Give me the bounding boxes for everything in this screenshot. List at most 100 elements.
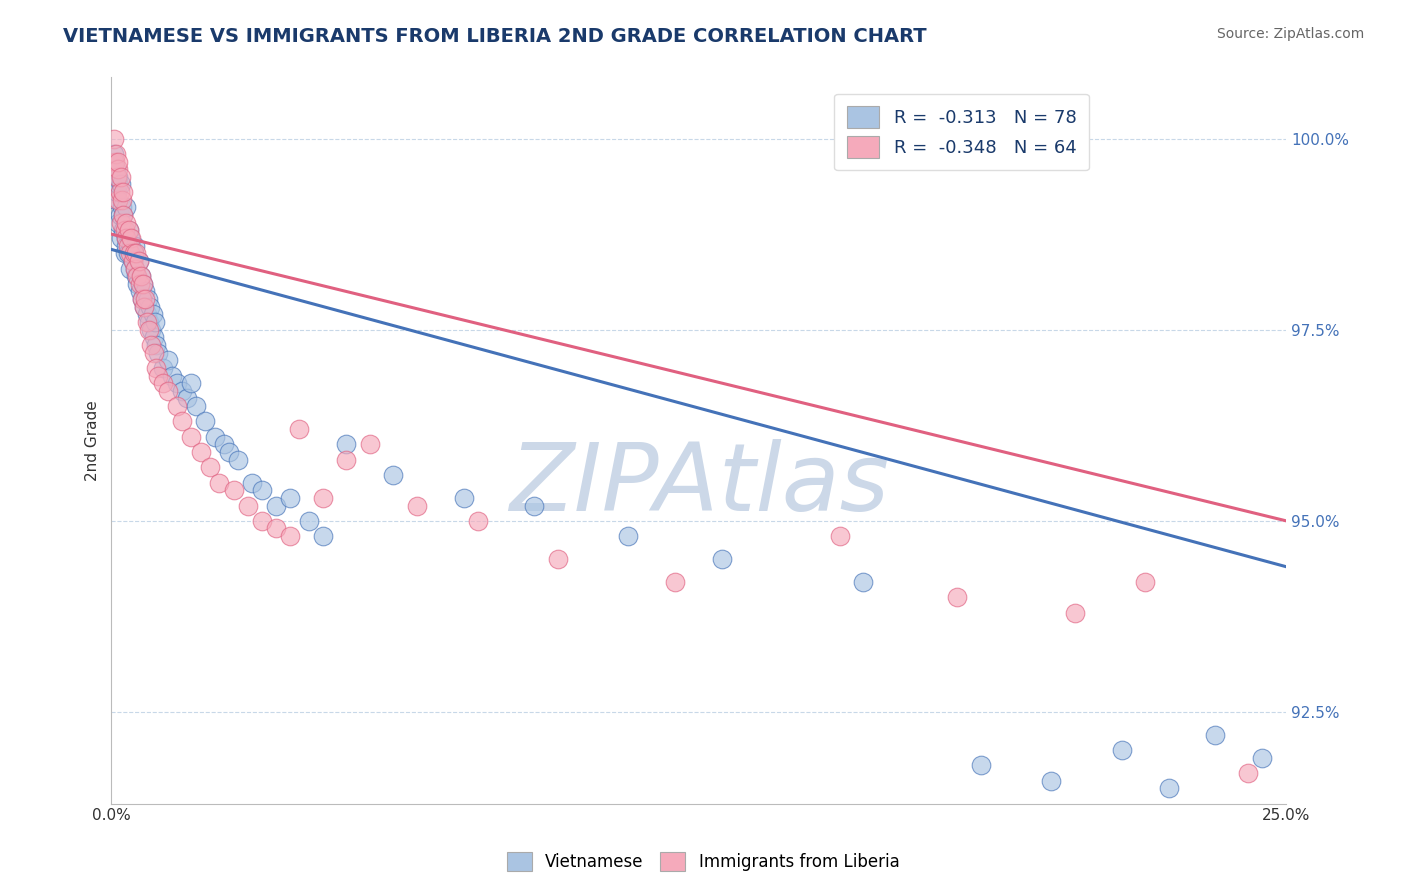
Point	[136, 292, 159, 306]
Point	[1133, 574, 1156, 589]
Text: ZIPAtlas: ZIPAtlas	[509, 439, 889, 530]
Point	[105, 147, 128, 161]
Point	[166, 376, 188, 391]
Point	[152, 360, 174, 375]
Point	[969, 758, 991, 772]
Point	[107, 162, 129, 177]
Text: VIETNAMESE VS IMMIGRANTS FROM LIBERIA 2ND GRADE CORRELATION CHART: VIETNAMESE VS IMMIGRANTS FROM LIBERIA 2N…	[63, 27, 927, 45]
Point	[467, 514, 489, 528]
Point	[212, 437, 235, 451]
Point	[114, 223, 136, 237]
Point	[148, 345, 170, 359]
Point	[107, 216, 129, 230]
Point	[138, 315, 160, 329]
Point	[110, 231, 132, 245]
Point	[129, 269, 152, 284]
Point	[194, 414, 217, 428]
Y-axis label: 2nd Grade: 2nd Grade	[86, 401, 100, 481]
Point	[222, 483, 245, 498]
Point	[120, 231, 142, 245]
Point	[240, 475, 263, 490]
Point	[122, 246, 145, 260]
Point	[127, 269, 149, 284]
Point	[162, 368, 184, 383]
Point	[156, 384, 179, 398]
Point	[103, 147, 125, 161]
Point	[135, 307, 157, 321]
Legend: R =  -0.313   N = 78, R =  -0.348   N = 64: R = -0.313 N = 78, R = -0.348 N = 64	[834, 94, 1090, 170]
Text: Source: ZipAtlas.com: Source: ZipAtlas.com	[1216, 27, 1364, 41]
Point	[250, 483, 273, 498]
Point	[134, 300, 156, 314]
Point	[180, 376, 202, 391]
Point	[236, 499, 259, 513]
Point	[111, 200, 134, 214]
Point	[127, 277, 149, 291]
Point	[114, 231, 136, 245]
Point	[107, 154, 129, 169]
Point	[226, 452, 249, 467]
Point	[711, 552, 734, 566]
Point	[335, 452, 357, 467]
Point	[124, 261, 146, 276]
Point	[111, 193, 134, 207]
Point	[120, 246, 142, 260]
Point	[142, 307, 165, 321]
Point	[128, 253, 150, 268]
Point	[166, 399, 188, 413]
Point	[117, 246, 139, 260]
Point	[105, 193, 128, 207]
Point	[382, 467, 405, 482]
Point	[105, 185, 128, 199]
Point	[204, 430, 226, 444]
Point	[132, 277, 155, 291]
Point	[122, 246, 145, 260]
Point	[170, 414, 193, 428]
Point	[110, 216, 132, 230]
Point	[170, 384, 193, 398]
Point	[359, 437, 381, 451]
Point	[198, 460, 221, 475]
Point	[218, 445, 240, 459]
Point	[108, 185, 131, 199]
Point	[124, 238, 146, 252]
Point	[1157, 781, 1180, 796]
Point	[131, 292, 153, 306]
Point	[139, 300, 162, 314]
Point	[115, 231, 138, 245]
Point	[180, 430, 202, 444]
Point	[176, 392, 198, 406]
Point	[145, 360, 167, 375]
Point	[108, 208, 131, 222]
Point	[131, 292, 153, 306]
Point	[125, 269, 148, 284]
Point	[852, 574, 875, 589]
Point	[107, 193, 129, 207]
Point	[1251, 751, 1274, 765]
Point	[547, 552, 569, 566]
Legend: Vietnamese, Immigrants from Liberia: Vietnamese, Immigrants from Liberia	[498, 843, 908, 880]
Point	[114, 216, 136, 230]
Point	[190, 445, 212, 459]
Point	[105, 169, 128, 184]
Point	[156, 353, 179, 368]
Point	[104, 169, 127, 184]
Point	[107, 169, 129, 184]
Point	[128, 277, 150, 291]
Point	[184, 399, 207, 413]
Point	[1040, 773, 1063, 788]
Point	[143, 315, 166, 329]
Point	[1111, 743, 1133, 757]
Point	[946, 591, 969, 605]
Point	[312, 529, 335, 543]
Point	[105, 162, 128, 177]
Point	[124, 261, 146, 276]
Point	[121, 253, 143, 268]
Point	[125, 246, 148, 260]
Point	[828, 529, 851, 543]
Point	[1204, 728, 1226, 742]
Point	[120, 261, 142, 276]
Point	[134, 292, 156, 306]
Point	[118, 223, 141, 237]
Point	[112, 208, 135, 222]
